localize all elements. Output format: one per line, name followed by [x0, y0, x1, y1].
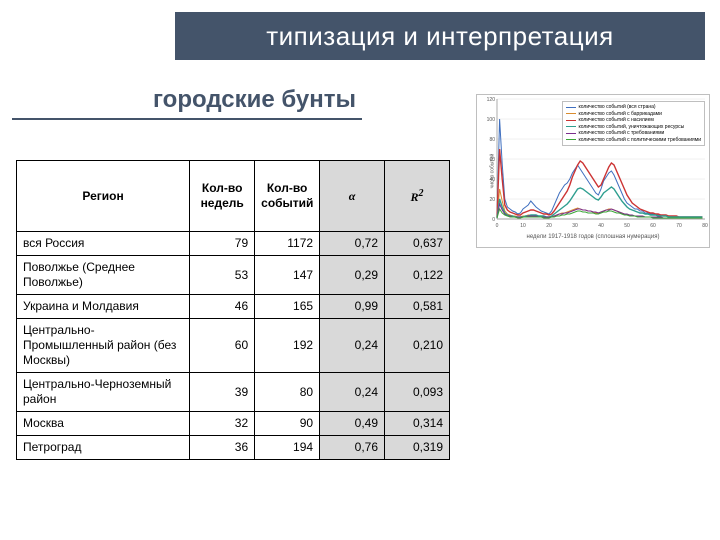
legend-swatch [566, 113, 576, 114]
table-cell: Петроград [17, 436, 190, 460]
table-cell: 0,29 [320, 256, 385, 295]
table-cell: 0,49 [320, 412, 385, 436]
svg-text:80: 80 [702, 223, 708, 229]
table-head: РегионКол-во недельКол-во событийαR2 [17, 161, 450, 232]
table-cell: 39 [190, 373, 255, 412]
svg-text:30: 30 [572, 223, 578, 229]
table-cell: 0,581 [385, 295, 450, 319]
table-cell: 0,76 [320, 436, 385, 460]
table-cell: Украина и Молдавия [17, 295, 190, 319]
table-cell: 79 [190, 232, 255, 256]
table-cell: 32 [190, 412, 255, 436]
svg-text:60: 60 [650, 223, 656, 229]
table-row: Центрально-Черноземный район39800,240,09… [17, 373, 450, 412]
legend-swatch [566, 133, 576, 134]
table-row: вся Россия7911720,720,637 [17, 232, 450, 256]
column-header: Регион [17, 161, 190, 232]
chart-xlabel: недели 1917-1918 годов (сплошная нумерац… [477, 234, 709, 240]
svg-text:20: 20 [546, 223, 552, 229]
line-chart: число событий 02040608010012001020304050… [476, 94, 710, 248]
header-bar: типизация и интерпретация [175, 12, 705, 60]
svg-text:100: 100 [487, 117, 496, 123]
data-table: РегионКол-во недельКол-во событийαR2 вся… [16, 160, 450, 460]
table-cell: 194 [255, 436, 320, 460]
table-row: Москва32900,490,314 [17, 412, 450, 436]
table-cell: 0,99 [320, 295, 385, 319]
table-cell: 90 [255, 412, 320, 436]
table-cell: Центрально-Промышленный район (без Москв… [17, 319, 190, 373]
column-header: R2 [385, 161, 450, 232]
table-cell: 0,319 [385, 436, 450, 460]
table-cell: 0,24 [320, 373, 385, 412]
column-header: Кол-во событий [255, 161, 320, 232]
column-header: Кол-во недель [190, 161, 255, 232]
table-cell: Москва [17, 412, 190, 436]
subtitle-block: городские бунты [12, 86, 362, 120]
table-cell: 0,72 [320, 232, 385, 256]
legend-swatch [566, 139, 576, 140]
svg-text:20: 20 [489, 197, 495, 203]
svg-text:50: 50 [624, 223, 630, 229]
table-cell: 0,093 [385, 373, 450, 412]
legend-label: количество событий с политическими требо… [579, 137, 702, 144]
svg-text:0: 0 [496, 223, 499, 229]
svg-text:40: 40 [598, 223, 604, 229]
header-title: типизация и интерпретация [266, 21, 614, 51]
table-row: Поволжье (Среднее Поволжье)531470,290,12… [17, 256, 450, 295]
svg-text:10: 10 [520, 223, 526, 229]
table-cell: Поволжье (Среднее Поволжье) [17, 256, 190, 295]
table-cell: 60 [190, 319, 255, 373]
table-row: Центрально-Промышленный район (без Москв… [17, 319, 450, 373]
svg-text:120: 120 [487, 97, 496, 103]
table-cell: Центрально-Черноземный район [17, 373, 190, 412]
table-cell: 53 [190, 256, 255, 295]
table-cell: 0,210 [385, 319, 450, 373]
table-cell: 192 [255, 319, 320, 373]
svg-text:70: 70 [676, 223, 682, 229]
table-cell: 80 [255, 373, 320, 412]
chart-legend: количество событий (вся страна)количеств… [562, 101, 706, 146]
legend-swatch [566, 126, 576, 127]
table-cell: 0,122 [385, 256, 450, 295]
legend-item: количество событий с политическими требо… [566, 137, 702, 144]
table-header-row: РегионКол-во недельКол-во событийαR2 [17, 161, 450, 232]
table-body: вся Россия7911720,720,637Поволжье (Средн… [17, 232, 450, 460]
table-cell: вся Россия [17, 232, 190, 256]
table-cell: 1172 [255, 232, 320, 256]
column-header: α [320, 161, 385, 232]
legend-swatch [566, 120, 576, 121]
legend-swatch [566, 107, 576, 108]
table-cell: 36 [190, 436, 255, 460]
table-row: Украина и Молдавия461650,990,581 [17, 295, 450, 319]
chart-ylabel: число событий [489, 154, 495, 189]
subtitle-text: городские бунты [12, 86, 362, 114]
table-cell: 0,637 [385, 232, 450, 256]
table-cell: 0,314 [385, 412, 450, 436]
table-cell: 0,24 [320, 319, 385, 373]
table-cell: 165 [255, 295, 320, 319]
table-cell: 147 [255, 256, 320, 295]
data-table-wrap: РегионКол-во недельКол-во событийαR2 вся… [16, 160, 450, 460]
svg-text:80: 80 [489, 137, 495, 143]
table-cell: 46 [190, 295, 255, 319]
table-row: Петроград361940,760,319 [17, 436, 450, 460]
